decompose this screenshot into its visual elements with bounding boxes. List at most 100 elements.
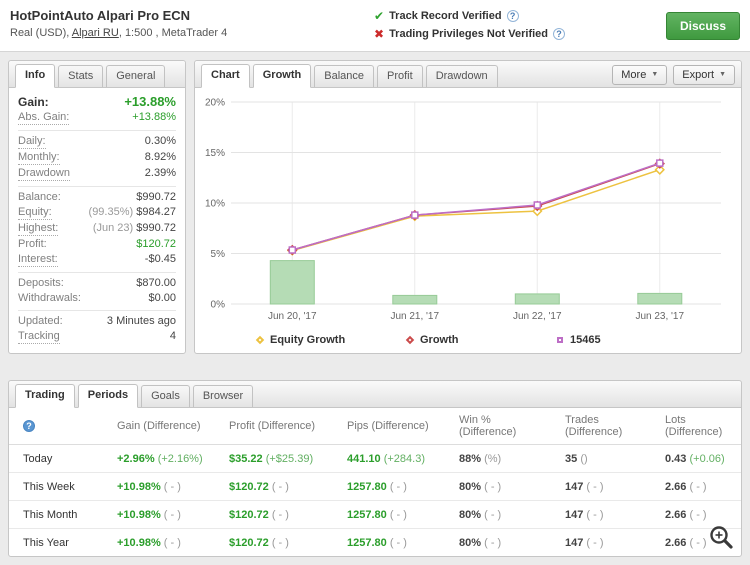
chart-tabstrip: Chart Growth Balance Profit Drawdown More ▼ E… [195,61,741,88]
periods-help-header: ? [9,408,109,445]
account-title: HotPointAuto Alpari Pro ECN [10,8,191,23]
period-cell: +10.98% ( - ) [109,529,221,557]
info-tab-general[interactable]: General [106,65,166,87]
period-cell: 80% ( - ) [451,529,557,557]
more-button-label: More [621,68,647,81]
info-divider [18,130,176,131]
info-row-interest: Interest: -$0.45 [18,252,176,268]
legend-label: Growth [420,334,459,346]
help-icon[interactable]: ? [23,420,35,432]
cell-value: $35.22 [229,453,263,465]
cell-diff: ( - ) [271,509,289,521]
cell-diff: ( - ) [389,537,407,549]
cell-value: 2.66 [665,509,687,521]
info-label: Gain: [18,95,49,109]
trading-tab-trading[interactable]: Trading [15,384,75,408]
info-tab-stats[interactable]: Stats [58,65,104,87]
chart-legend: Equity Growth Growth 15465 [197,329,737,346]
period-label: This Month [9,500,109,529]
track-record-verified-row: ✔ Track Record Verified ? [374,9,565,23]
info-divider [18,272,176,273]
period-row-this-month: This Month +10.98% ( - ) $120.72 ( - ) 1257… [9,500,741,529]
info-row-updated: Updated: 3 Minutes ago [18,314,176,329]
trading-panel: Trading Periods Goals Browser ? Gain (Diffe… [8,380,742,557]
info-tabstrip: Info Stats General [9,61,185,88]
track-record-verified-label: Track Record Verified [389,10,502,22]
trading-tab-periods[interactable]: Periods [77,384,139,408]
subtitle-suffix: , 1:500 , MetaTrader 4 [118,27,228,39]
chart-tab-growth[interactable]: Growth [252,64,312,88]
trading-tab-goals[interactable]: Goals [141,385,190,407]
cell-value: 1257.80 [347,481,387,493]
info-label: Withdrawals: [18,292,81,304]
period-cell: 80% ( - ) [451,472,557,501]
cell-value: 147 [565,537,584,549]
period-cell: 1257.80 ( - ) [339,472,451,501]
info-tab-info[interactable]: Info [15,64,56,88]
svg-text:Jun 22, '17: Jun 22, '17 [513,311,562,322]
cell-value: 1257.80 [347,537,387,549]
chart-tab-drawdown[interactable]: Drawdown [425,65,498,87]
period-label: This Week [9,472,109,501]
page-header: HotPointAuto Alpari Pro ECN Real (USD), … [0,0,750,52]
broker-link[interactable]: Alpari RU [71,27,119,39]
info-value: -$0.45 [144,253,176,265]
period-row-this-year: This Year +10.98% ( - ) $120.72 ( - ) 1257.… [9,529,741,557]
cell-value: 88% [459,453,482,465]
cell-value: $120.72 [229,509,269,521]
cell-diff: ( - ) [271,537,289,549]
info-label: Abs. Gain: [18,111,70,125]
trading-tab-browser[interactable]: Browser [192,385,254,407]
help-icon[interactable]: ? [506,10,519,22]
period-cell: 147 ( - ) [557,500,657,529]
legend-label: 15465 [570,334,601,346]
chart-tab-balance[interactable]: Balance [314,65,374,87]
zoom-in-icon[interactable] [707,523,735,554]
cell-diff: ( - ) [389,509,407,521]
info-row-highest: Highest: (Jun 23) $990.72 [18,221,176,237]
cell-diff: (+284.3) [383,453,425,465]
period-row-today: Today +2.96% (+2.16%) $35.22 (+$25.39) 441.… [9,444,741,473]
period-cell: 441.10 (+284.3) [339,444,451,473]
check-icon: ✔ [374,9,385,23]
discuss-button[interactable]: Discuss [665,11,740,40]
cell-value: 441.10 [347,453,381,465]
svg-text:0%: 0% [211,300,226,311]
cell-diff: ( - ) [689,509,707,521]
info-value: (99.35%) $984.27 [88,206,176,218]
column-header-lots-difference: Lots (Difference) [657,408,741,445]
legend-label: Equity Growth [270,334,346,346]
chart-tabs: Chart Growth Balance Profit Drawdown [201,64,501,88]
legend-item-growth: Growth [405,334,557,346]
cell-diff: ( - ) [163,481,181,493]
info-value: +13.88% [132,111,176,123]
period-label: Today [9,444,109,473]
period-cell: 88% (%) [451,444,557,473]
chart-body: 0% 5% 10% 15% 20% Jun 20, '17 Jun 21, '17 Jun 2… [195,88,741,346]
periods-table: ? Gain (Difference) Profit (Difference) Pi… [9,408,741,556]
cell-value: 147 [565,509,584,521]
period-cell: 80% ( - ) [451,500,557,529]
cell-value: 80% [459,509,482,521]
subtitle-prefix: Real (USD), [10,27,72,39]
chart-panel: Chart Growth Balance Profit Drawdown More ▼ E… [194,60,742,354]
more-button[interactable]: More ▼ [612,64,668,85]
info-row-withdrawals: Withdrawals: $0.00 [18,291,176,306]
cell-diff: ( - ) [389,481,407,493]
svg-text:20%: 20% [205,98,225,109]
svg-text:Jun 23, '17: Jun 23, '17 [635,311,684,322]
cell-value: 2.66 [665,481,687,493]
period-cell: +10.98% ( - ) [109,500,221,529]
cell-value: $120.72 [229,481,269,493]
export-button[interactable]: Export ▼ [673,64,735,85]
svg-text:15%: 15% [205,148,225,159]
cell-value: 80% [459,481,482,493]
info-row-gain: Gain: +13.88% [18,94,176,110]
period-cell: +10.98% ( - ) [109,472,221,501]
info-label: Profit: [18,238,47,250]
chart-tab-chart[interactable]: Chart [201,64,250,88]
chart-tab-profit[interactable]: Profit [377,65,423,87]
cell-diff: ( - ) [689,537,707,549]
info-row-monthly: Monthly: 8.92% [18,150,176,166]
help-icon[interactable]: ? [553,28,565,40]
